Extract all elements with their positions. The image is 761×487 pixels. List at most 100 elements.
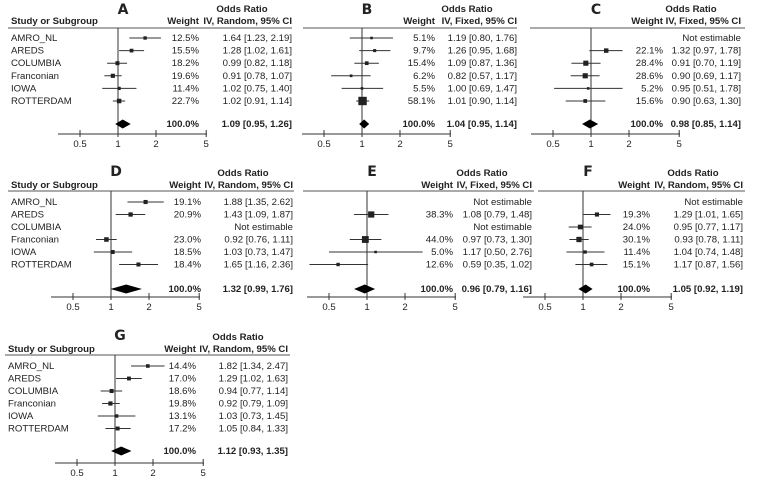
pooled-diamond bbox=[359, 119, 370, 129]
weight-header: Weight bbox=[167, 16, 200, 27]
point-estimate-marker bbox=[336, 262, 340, 267]
panel-letter: F bbox=[583, 164, 593, 180]
point-estimate-marker bbox=[361, 236, 369, 243]
x-tick-label: 5 bbox=[204, 139, 209, 150]
x-tick-label: 5 bbox=[453, 302, 458, 313]
odds-ratio-header: Odds Ratio bbox=[665, 4, 716, 15]
odds-ratio-value: 0.95 [0.77, 1.17] bbox=[674, 222, 743, 233]
point-estimate-marker bbox=[364, 61, 369, 66]
weight-value: 15.6% bbox=[636, 96, 664, 107]
weight-value: 30.1% bbox=[623, 235, 651, 246]
odds-ratio-value: 0.91 [0.78, 1.07] bbox=[223, 71, 292, 82]
point-estimate-marker bbox=[603, 48, 609, 53]
weight-value: 5.2% bbox=[641, 83, 663, 94]
panel-letter: B bbox=[362, 2, 373, 18]
point-estimate-marker bbox=[104, 237, 109, 242]
study-label: AREDS bbox=[8, 374, 41, 385]
odds-ratio-value: 1.09 [0.87, 1.36] bbox=[448, 58, 517, 69]
weight-value: 18.4% bbox=[174, 260, 202, 271]
point-estimate-marker bbox=[374, 250, 377, 254]
x-tick-label: 0.5 bbox=[317, 139, 330, 150]
weight-value: 19.6% bbox=[172, 71, 200, 82]
weight-header: Weight bbox=[403, 16, 436, 27]
weight-value: 18.5% bbox=[174, 247, 202, 258]
point-estimate-marker bbox=[143, 199, 148, 205]
odds-ratio-value: 1.01 [0.90, 1.14] bbox=[448, 96, 517, 107]
odds-ratio-value: 0.59 [0.35, 1.02] bbox=[463, 260, 532, 271]
point-estimate-marker bbox=[576, 236, 582, 243]
odds-ratio-value: Not estimable bbox=[473, 197, 532, 208]
weight-value: 13.1% bbox=[169, 411, 197, 422]
point-estimate-marker bbox=[115, 61, 120, 66]
x-tick-label: 5 bbox=[197, 302, 202, 313]
study-header: Study or Subgroup bbox=[11, 180, 98, 191]
study-header: Study or Subgroup bbox=[11, 16, 98, 27]
method-header: IV, Fixed, 95% CI bbox=[666, 16, 742, 27]
study-label: COLUMBIA bbox=[8, 386, 59, 397]
point-estimate-marker bbox=[110, 73, 115, 78]
weight-value: 15.5% bbox=[172, 46, 200, 57]
x-tick-label: 2 bbox=[402, 302, 407, 313]
weight-value: 9.7% bbox=[413, 46, 435, 57]
point-estimate-marker bbox=[360, 87, 364, 90]
point-estimate-marker bbox=[108, 401, 113, 406]
odds-ratio-value: 1.17 [0.87, 1.56] bbox=[674, 260, 743, 271]
weight-value: 18.2% bbox=[172, 58, 200, 69]
odds-ratio-value: 0.90 [0.69, 1.17] bbox=[672, 71, 741, 82]
total-weight: 100.0% bbox=[617, 284, 650, 295]
x-tick-label: 2 bbox=[397, 139, 402, 150]
total-odds-ratio: 1.12 [0.93, 1.35] bbox=[218, 446, 288, 457]
odds-ratio-value: 0.90 [0.63, 1.30] bbox=[672, 96, 741, 107]
x-tick-label: 2 bbox=[153, 139, 158, 150]
odds-ratio-value: Not estimable bbox=[684, 197, 743, 208]
weight-value: 6.2% bbox=[413, 71, 435, 82]
weight-value: 11.4% bbox=[624, 247, 651, 258]
point-estimate-marker bbox=[373, 49, 377, 53]
study-label: Franconian bbox=[11, 235, 59, 246]
pooled-diamond bbox=[115, 119, 131, 129]
point-estimate-marker bbox=[109, 388, 114, 394]
study-label: AREDS bbox=[11, 46, 44, 57]
odds-ratio-value: 1.08 [0.79, 1.48] bbox=[463, 210, 532, 221]
pooled-diamond bbox=[578, 284, 593, 294]
odds-ratio-header: Odds Ratio bbox=[441, 4, 492, 15]
odds-ratio-value: 1.00 [0.69, 1.47] bbox=[448, 83, 517, 94]
study-label: AREDS bbox=[11, 210, 44, 221]
odds-ratio-header: Odds Ratio bbox=[667, 168, 718, 179]
x-tick-label: 1 bbox=[112, 468, 117, 479]
x-tick-label: 0.5 bbox=[73, 139, 86, 150]
odds-ratio-value: 1.19 [0.80, 1.76] bbox=[448, 33, 517, 44]
odds-ratio-value: 1.88 [1.35, 2.62] bbox=[224, 197, 293, 208]
study-label: Franconian bbox=[11, 71, 59, 82]
point-estimate-marker bbox=[370, 36, 373, 40]
study-label: AMRO_NL bbox=[11, 33, 58, 44]
method-header: IV, Random, 95% CI bbox=[199, 344, 288, 355]
weight-value: 22.1% bbox=[636, 46, 664, 57]
panel-letter: D bbox=[110, 164, 122, 180]
x-tick-label: 5 bbox=[448, 139, 453, 150]
odds-ratio-value: 0.91 [0.70, 1.19] bbox=[672, 58, 741, 69]
odds-ratio-value: 1.65 [1.16, 2.36] bbox=[224, 260, 293, 271]
point-estimate-marker bbox=[114, 414, 119, 418]
weight-value: 38.3% bbox=[426, 210, 454, 221]
point-estimate-marker bbox=[129, 48, 134, 53]
weight-value: 17.2% bbox=[169, 424, 197, 435]
point-estimate-marker bbox=[110, 249, 115, 255]
point-estimate-marker bbox=[586, 87, 590, 90]
weight-value: 5.1% bbox=[413, 33, 435, 44]
odds-ratio-value: Not estimable bbox=[234, 222, 293, 233]
odds-ratio-value: 1.05 [0.84, 1.33] bbox=[219, 424, 288, 435]
pooled-diamond bbox=[111, 446, 132, 456]
odds-ratio-value: 0.92 [0.79, 1.09] bbox=[219, 399, 288, 410]
odds-ratio-value: 1.26 [0.95, 1.68] bbox=[448, 46, 517, 57]
point-estimate-marker bbox=[349, 74, 353, 78]
x-tick-label: 1 bbox=[588, 139, 593, 150]
total-odds-ratio: 1.05 [0.92, 1.19] bbox=[673, 284, 743, 295]
weight-value: 14.4% bbox=[169, 361, 197, 372]
weight-value: 18.6% bbox=[169, 386, 197, 397]
odds-ratio-value: 0.95 [0.51, 1.78] bbox=[672, 83, 741, 94]
weight-value: 19.3% bbox=[623, 210, 651, 221]
study-label: COLUMBIA bbox=[11, 58, 62, 69]
weight-value: 24.0% bbox=[623, 222, 651, 233]
